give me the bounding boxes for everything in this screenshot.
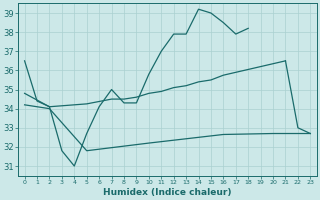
X-axis label: Humidex (Indice chaleur): Humidex (Indice chaleur) [103, 188, 232, 197]
